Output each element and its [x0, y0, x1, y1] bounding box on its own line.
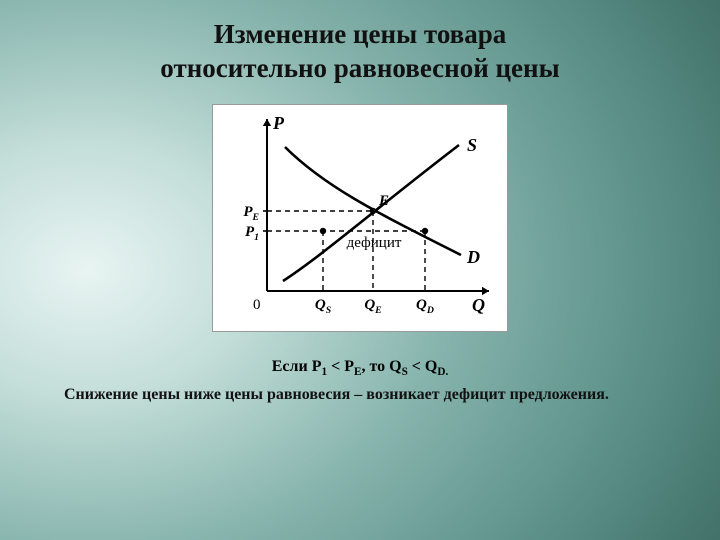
caption-block: Если P1 < PE, то QS < QD. Снижение цены … [64, 358, 656, 406]
formula-lt1: < [327, 358, 344, 375]
formula-qd-sub: D. [437, 366, 448, 378]
svg-text:дефицит: дефицит [347, 235, 402, 251]
supply-demand-chart: P Q 0 S D E PEP1 QS QE QD дефицит [213, 105, 509, 333]
chart-container: P Q 0 S D E PEP1 QS QE QD дефицит [0, 104, 720, 332]
svg-text:PE: PE [243, 204, 259, 223]
svg-text:P: P [272, 113, 285, 133]
formula-pe: P [344, 358, 354, 375]
slide-title: Изменение цены товара относительно равно… [0, 0, 720, 86]
svg-text:0: 0 [253, 297, 261, 313]
svg-text:E: E [378, 193, 389, 209]
svg-text:D: D [466, 247, 480, 267]
svg-text:Q: Q [472, 295, 485, 315]
formula-lt2: < [408, 358, 425, 375]
svg-text:QS: QS [315, 297, 332, 316]
description-text: Снижение цены ниже цены равновесия – воз… [64, 384, 656, 406]
svg-text:QD: QD [416, 297, 434, 316]
svg-text:S: S [467, 135, 477, 155]
svg-text:P1: P1 [245, 224, 259, 243]
formula-line: Если P1 < PE, то QS < QD. [64, 358, 656, 378]
formula-mid: , то [361, 358, 389, 375]
svg-text:QE: QE [364, 297, 382, 316]
title-line-2: относительно равновесной цены [40, 52, 680, 86]
title-line-1: Изменение цены товара [40, 18, 680, 52]
formula-prefix: Если [272, 358, 312, 375]
formula-qd: Q [425, 358, 437, 375]
formula-qs: Q [389, 358, 401, 375]
chart-box: P Q 0 S D E PEP1 QS QE QD дефицит [212, 104, 508, 332]
